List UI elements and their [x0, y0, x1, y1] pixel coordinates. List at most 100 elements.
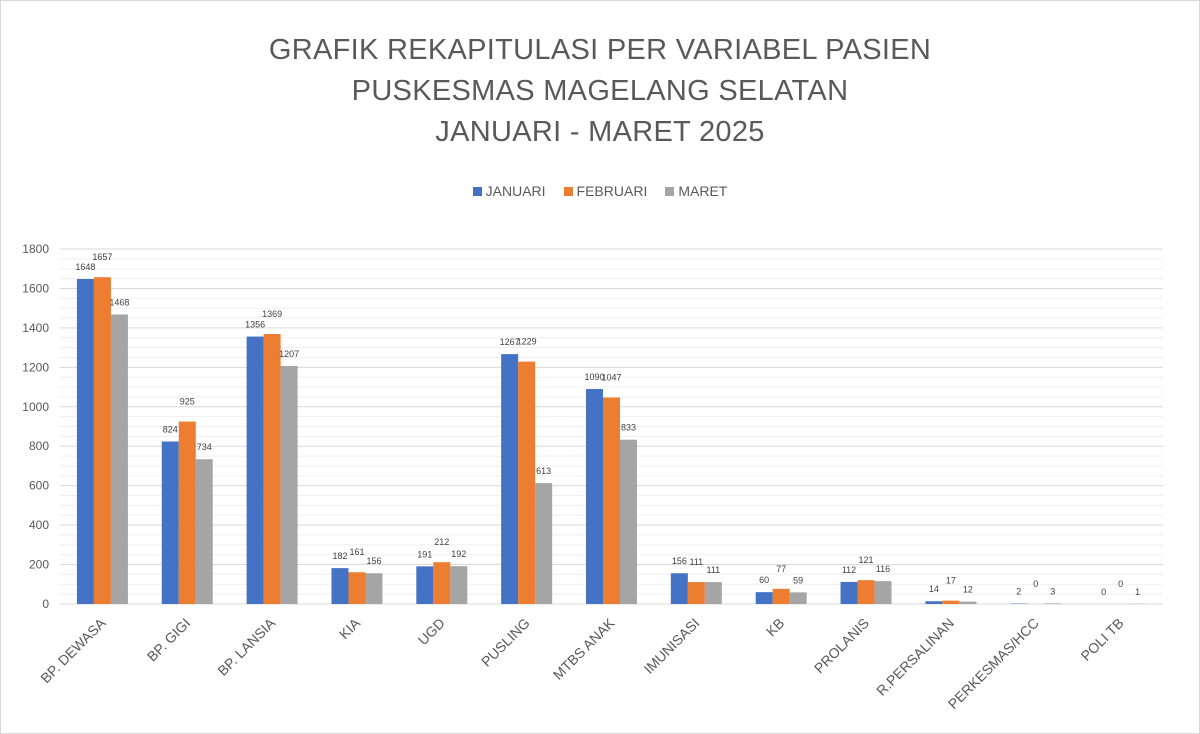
x-tick-label: PERKESMAS/HCC	[945, 615, 1042, 712]
bar-januari	[331, 568, 349, 604]
data-label: 0	[1033, 579, 1038, 589]
x-tick-label: IMUNISASI	[641, 615, 703, 677]
y-tick-label: 1000	[22, 400, 49, 414]
chart-legend: JANUARI FEBRUARI MARET	[0, 183, 1200, 199]
bar-februari	[263, 334, 281, 604]
bar-maret	[110, 314, 128, 604]
bar-maret	[959, 601, 977, 604]
data-label: 111	[707, 565, 721, 575]
legend-item-februari: FEBRUARI	[563, 183, 648, 199]
bar-februari	[178, 421, 196, 604]
bar-februari	[857, 580, 875, 604]
y-tick-label: 1800	[22, 242, 49, 256]
bar-januari	[670, 573, 688, 604]
bar-maret	[365, 573, 383, 604]
legend-swatch-februari	[563, 186, 573, 196]
data-label: 156	[672, 556, 687, 566]
bar-januari	[840, 581, 858, 604]
data-label: 0	[1101, 587, 1106, 597]
data-label: 116	[876, 564, 890, 574]
bar-maret	[704, 582, 722, 604]
bar-maret	[1044, 603, 1062, 604]
data-label: 212	[434, 537, 449, 547]
x-tick-label: BP. DEWASA	[37, 614, 109, 686]
data-label: 77	[776, 564, 786, 574]
x-tick-label: R.PERSALINAN	[873, 615, 957, 699]
bar-januari	[755, 592, 773, 604]
bar-maret	[620, 439, 637, 604]
y-tick-label: 600	[29, 479, 49, 493]
y-tick-label: 200	[29, 558, 49, 572]
chart-title-line-3: JANUARI - MARET 2025	[435, 116, 765, 148]
bar-maret	[874, 581, 892, 604]
bar-februari	[687, 582, 705, 604]
chart-title: GRAFIK REKAPITULASI PER VARIABEL PASIEN …	[0, 30, 1200, 153]
x-tick-label: BP. GIGI	[144, 615, 194, 665]
chart-title-line-2: PUSKESMAS MAGELANG SELATAN	[351, 75, 849, 107]
x-tick-label: POLI TB	[1078, 615, 1127, 664]
y-tick-label: 0	[42, 597, 49, 611]
legend-swatch-januari	[472, 186, 482, 196]
bar-januari	[161, 441, 179, 604]
x-tick-label: UGD	[415, 615, 448, 648]
bar-februari	[93, 277, 111, 604]
data-label: 1207	[279, 349, 299, 359]
legend-label-januari: JANUARI	[485, 183, 546, 199]
data-label: 192	[451, 549, 466, 559]
data-label: 111	[690, 557, 704, 567]
bar-januari	[76, 278, 94, 604]
data-label: 14	[929, 584, 939, 594]
x-tick-label: PUSLING	[478, 615, 533, 670]
data-label: 1090	[584, 372, 604, 382]
bar-februari	[603, 397, 620, 604]
bar-maret	[195, 459, 213, 604]
legend-item-maret: MARET	[665, 183, 727, 199]
data-label: 1	[1135, 587, 1140, 597]
x-tick-label: PROLANIS	[811, 615, 872, 676]
data-label: 112	[842, 565, 856, 575]
data-label: 925	[180, 397, 195, 407]
y-tick-label: 1600	[22, 281, 49, 295]
y-tick-label: 1200	[22, 360, 49, 374]
data-label: 191	[417, 549, 432, 559]
data-label: 182	[332, 551, 347, 561]
bar-februari	[942, 600, 960, 604]
bar-februari	[433, 562, 451, 604]
y-tick-label: 800	[29, 439, 49, 453]
legend-item-januari: JANUARI	[472, 183, 546, 199]
data-label: 59	[793, 575, 803, 585]
x-tick-label: MTBS ANAK	[550, 614, 618, 682]
x-tick-label: BP. LANSIA	[214, 614, 278, 678]
data-label: 1657	[92, 252, 112, 262]
data-label: 1356	[245, 320, 265, 330]
legend-label-februari: FEBRUARI	[576, 183, 648, 199]
data-label: 17	[946, 576, 956, 586]
y-tick-label: 1400	[22, 321, 49, 335]
data-label: 1648	[75, 262, 95, 272]
legend-swatch-maret	[665, 186, 675, 196]
bar-januari	[586, 389, 603, 604]
bar-maret	[450, 566, 468, 604]
bar-januari	[501, 354, 519, 604]
data-label: 833	[621, 423, 636, 433]
bar-februari	[772, 588, 790, 604]
data-label: 824	[163, 424, 178, 434]
bar-februari	[518, 361, 536, 604]
bar-januari	[246, 336, 264, 604]
y-tick-label: 400	[29, 518, 49, 532]
bar-maret	[280, 365, 298, 604]
data-label: 1047	[601, 373, 621, 383]
data-label: 121	[859, 555, 874, 565]
x-tick-label: KIA	[336, 614, 364, 642]
data-label: 3	[1050, 586, 1055, 596]
legend-label-maret: MARET	[678, 183, 728, 199]
data-label: 1229	[517, 337, 537, 347]
bar-januari	[416, 566, 434, 604]
bar-januari	[925, 601, 943, 604]
data-label: 613	[536, 466, 551, 476]
data-label: 12	[963, 585, 973, 595]
data-label: 1468	[109, 297, 129, 307]
x-tick-label: KB	[763, 615, 788, 640]
data-label: 156	[366, 556, 381, 566]
